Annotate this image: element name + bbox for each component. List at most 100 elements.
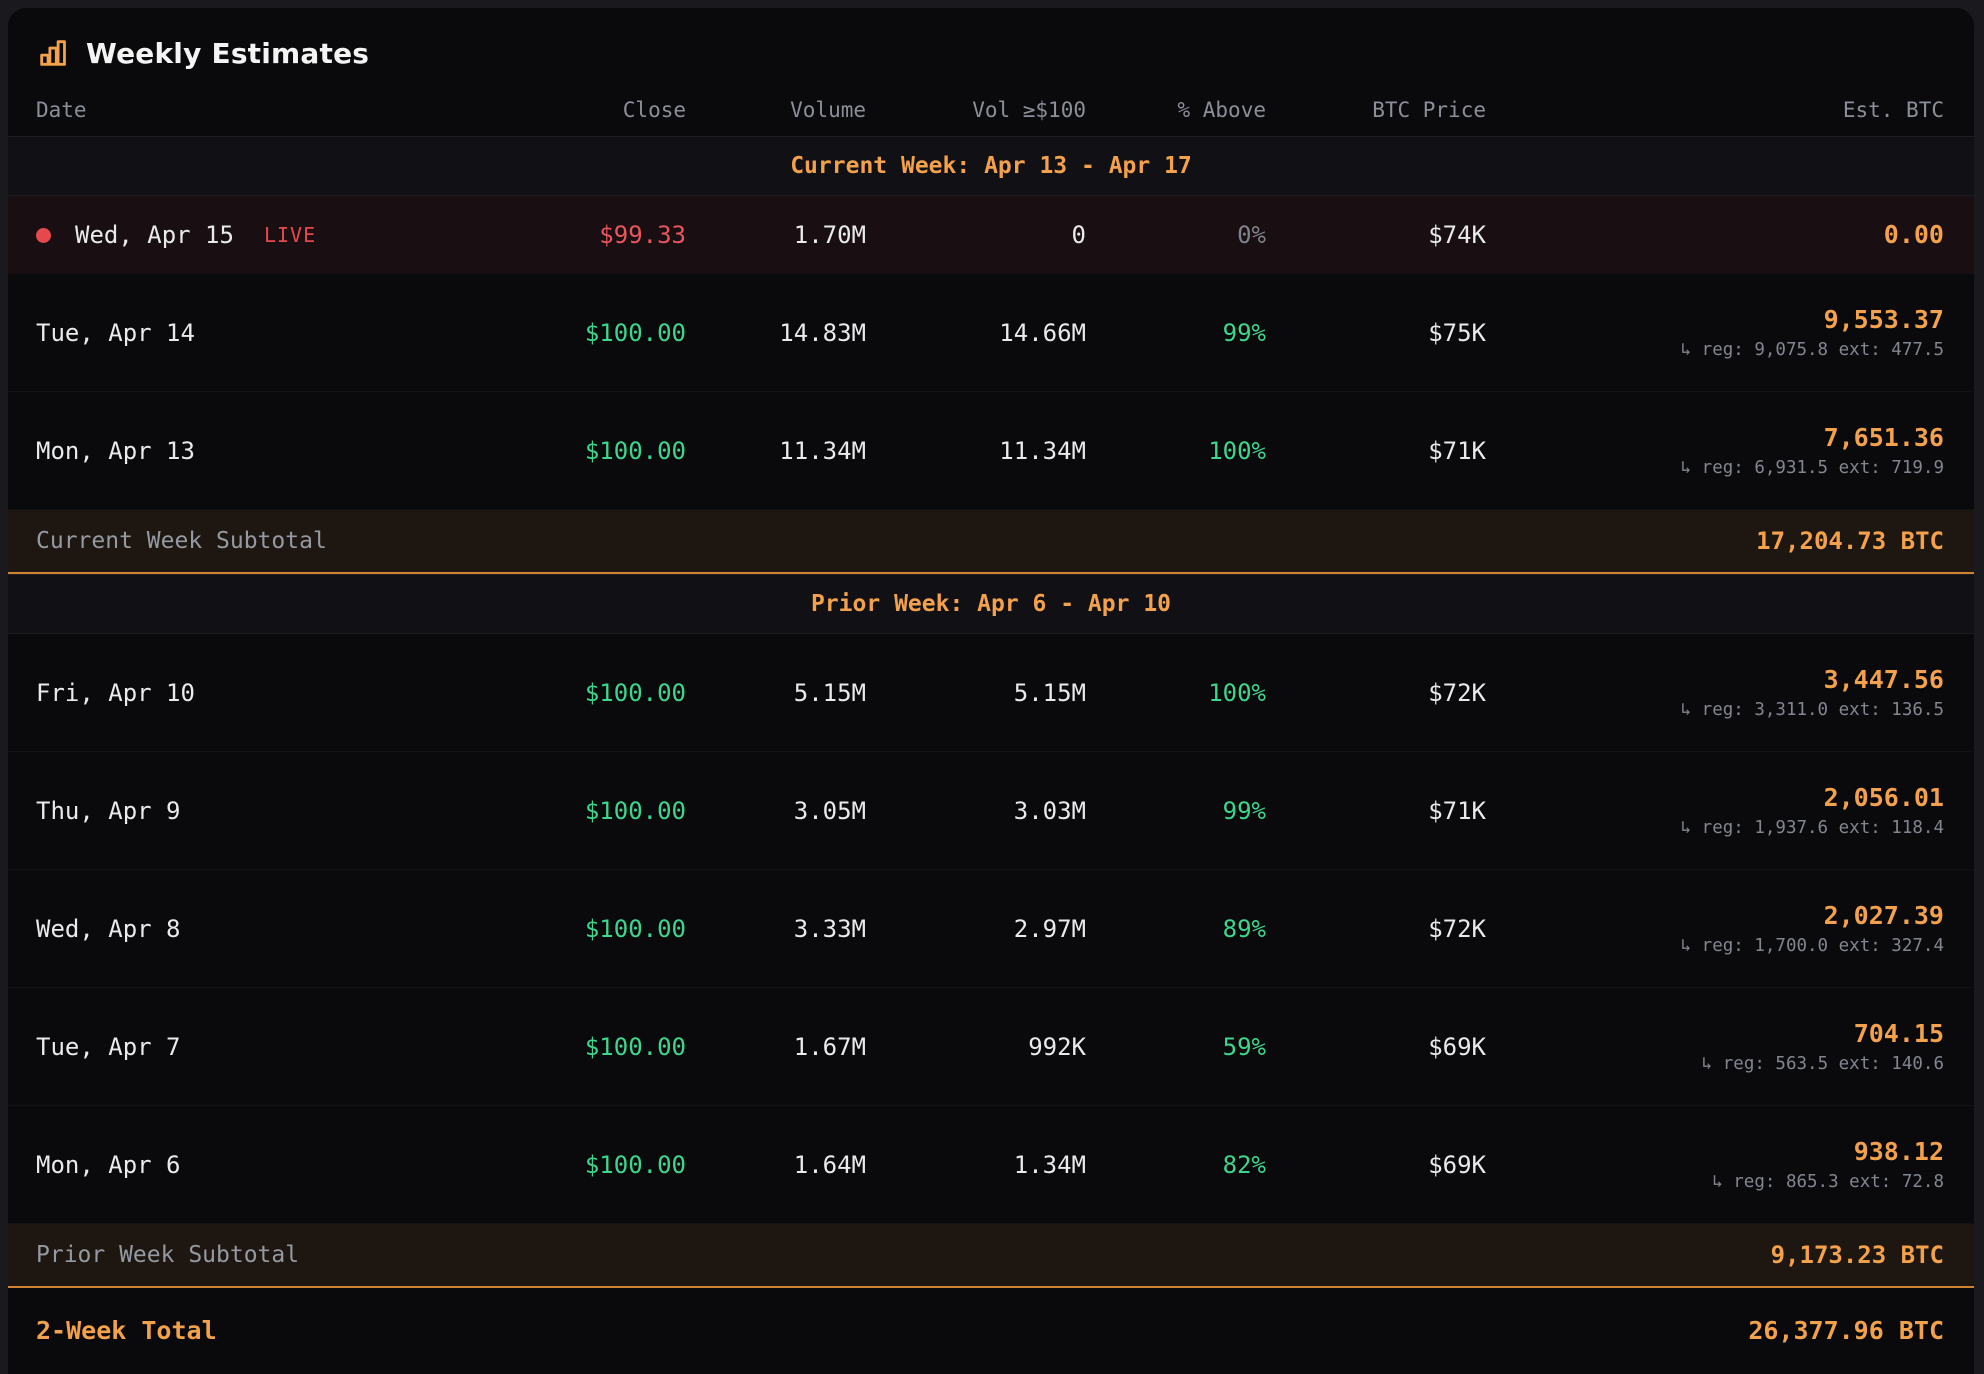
est-btc-cell: 2,027.39 ↳ reg: 1,700.0 ext: 327.4: [1486, 900, 1944, 956]
volume-value: 11.34M: [779, 436, 866, 465]
column-header-pct-above: % Above: [1177, 98, 1266, 122]
row-date: Wed, Apr 8: [36, 914, 181, 943]
row-date: Mon, Apr 13: [36, 436, 195, 465]
section-header-label: Prior Week: Apr 6 - Apr 10: [810, 591, 1172, 617]
row-date: Wed, Apr 15: [75, 221, 234, 249]
table-row: Tue, Apr 7 $100.00 1.67M 992K 59% $69K 7…: [8, 988, 1974, 1106]
est-btc-value: 704.15: [1853, 1018, 1944, 1048]
section-header-current-week: Current Week: Apr 13 - Apr 17: [8, 136, 1974, 196]
est-btc-cell: 2,056.01 ↳ reg: 1,937.6 ext: 118.4: [1486, 782, 1944, 838]
pct-value: 82%: [1222, 1150, 1266, 1179]
vol100-value: 3.03M: [1013, 796, 1086, 825]
section-header-prior-week: Prior Week: Apr 6 - Apr 10: [8, 574, 1974, 634]
est-btc-breakdown: ↳ reg: 9,075.8 ext: 477.5: [1680, 339, 1944, 360]
column-header-vol-100: Vol ≥$100: [972, 98, 1086, 122]
pct-value: 99%: [1222, 318, 1266, 347]
close-value: $100.00: [584, 318, 686, 347]
volume-value: 3.33M: [793, 914, 866, 943]
column-header-est-btc: Est. BTC: [1842, 98, 1944, 122]
pct-value: 100%: [1208, 436, 1266, 465]
est-btc-cell: 704.15 ↳ reg: 563.5 ext: 140.6: [1486, 1018, 1944, 1074]
est-btc-breakdown: ↳ reg: 6,931.5 ext: 719.9: [1680, 457, 1944, 478]
live-dot-icon: [36, 227, 51, 243]
weekly-estimates-panel: Weekly Estimates Date Close Volume Vol ≥…: [8, 8, 1974, 1374]
table-row: Tue, Apr 14 $100.00 14.83M 14.66M 99% $7…: [8, 274, 1974, 392]
volume-value: 3.05M: [793, 796, 866, 825]
row-date: Tue, Apr 14: [36, 318, 195, 347]
bar-chart-icon: [40, 40, 66, 66]
btc-price-value: $74K: [1428, 221, 1486, 249]
close-value: $100.00: [584, 1032, 686, 1061]
est-btc-cell: 7,651.36 ↳ reg: 6,931.5 ext: 719.9: [1486, 422, 1944, 478]
close-value: $100.00: [584, 796, 686, 825]
est-btc-cell: 938.12 ↳ reg: 865.3 ext: 72.8: [1486, 1136, 1944, 1191]
pct-value: 59%: [1222, 1032, 1266, 1061]
est-btc-value: 7,651.36: [1823, 422, 1944, 452]
btc-price-value: $69K: [1428, 1150, 1486, 1179]
vol100-value: 0: [1071, 221, 1086, 249]
subtotal-value: 9,173.23 BTC: [1770, 1241, 1944, 1269]
table-row: Thu, Apr 9 $100.00 3.05M 3.03M 99% $71K …: [8, 752, 1974, 870]
close-value: $100.00: [584, 678, 686, 707]
column-header-btc-price: BTC Price: [1372, 98, 1486, 122]
pct-value: 99%: [1222, 796, 1266, 825]
est-btc-breakdown: ↳ reg: 3,311.0 ext: 136.5: [1680, 699, 1944, 720]
prior-week-subtotal-row: Prior Week Subtotal 9,173.23 BTC: [8, 1224, 1974, 1288]
volume-value: 1.70M: [793, 221, 866, 249]
vol100-value: 11.34M: [999, 436, 1086, 465]
close-value: $99.33: [599, 221, 686, 249]
live-badge: LIVE: [263, 223, 317, 247]
vol100-value: 14.66M: [999, 318, 1086, 347]
vol100-value: 992K: [1028, 1032, 1086, 1061]
vol100-value: 2.97M: [1013, 914, 1086, 943]
pct-value: 0%: [1237, 221, 1266, 249]
est-btc-breakdown: ↳ reg: 563.5 ext: 140.6: [1701, 1053, 1944, 1074]
est-btc-value: 2,056.01: [1823, 782, 1944, 812]
est-btc-breakdown: ↳ reg: 1,700.0 ext: 327.4: [1680, 935, 1944, 956]
close-value: $100.00: [584, 436, 686, 465]
date-cell: Wed, Apr 15 LIVE: [36, 221, 401, 249]
est-btc-value: 3,447.56: [1823, 664, 1944, 694]
page-title: Weekly Estimates: [86, 36, 370, 70]
total-value: 26,377.96 BTC: [1748, 1315, 1944, 1345]
volume-value: 1.67M: [793, 1032, 866, 1061]
table-row: Mon, Apr 13 $100.00 11.34M 11.34M 100% $…: [8, 392, 1974, 510]
row-date: Mon, Apr 6: [36, 1150, 181, 1179]
column-header-volume: Volume: [790, 98, 866, 122]
btc-price-value: $75K: [1428, 318, 1486, 347]
pct-value: 100%: [1208, 678, 1266, 707]
btc-price-value: $69K: [1428, 1032, 1486, 1061]
panel-header: Weekly Estimates: [8, 8, 1974, 84]
est-btc-breakdown: ↳ reg: 1,937.6 ext: 118.4: [1680, 817, 1944, 838]
btc-price-value: $71K: [1428, 436, 1486, 465]
btc-price-value: $72K: [1428, 678, 1486, 707]
est-btc-cell: 9,553.37 ↳ reg: 9,075.8 ext: 477.5: [1486, 305, 1944, 360]
pct-value: 89%: [1222, 914, 1266, 943]
est-btc-value: 2,027.39: [1823, 900, 1944, 930]
row-date: Tue, Apr 7: [36, 1032, 181, 1061]
table-row: Mon, Apr 6 $100.00 1.64M 1.34M 82% $69K …: [8, 1106, 1974, 1224]
volume-value: 1.64M: [793, 1150, 866, 1179]
section-header-label: Current Week: Apr 13 - Apr 17: [790, 153, 1192, 179]
vol100-value: 5.15M: [1013, 678, 1086, 707]
subtotal-label: Current Week Subtotal: [36, 528, 327, 554]
close-value: $100.00: [584, 1150, 686, 1179]
table-row: Wed, Apr 15 LIVE $99.33 1.70M 0 0% $74K …: [8, 196, 1974, 274]
btc-price-value: $72K: [1428, 914, 1486, 943]
current-week-subtotal-row: Current Week Subtotal 17,204.73 BTC: [8, 510, 1974, 574]
subtotal-label: Prior Week Subtotal: [36, 1242, 300, 1268]
table-row: Fri, Apr 10 $100.00 5.15M 5.15M 100% $72…: [8, 634, 1974, 752]
est-btc-value: 938.12: [1853, 1136, 1944, 1166]
btc-price-value: $71K: [1428, 796, 1486, 825]
total-label: 2-Week Total: [36, 1315, 217, 1345]
table-row: Wed, Apr 8 $100.00 3.33M 2.97M 89% $72K …: [8, 870, 1974, 988]
two-week-total-row: 2-Week Total 26,377.96 BTC: [8, 1288, 1974, 1372]
column-header-close: Close: [622, 98, 686, 122]
volume-value: 14.83M: [779, 318, 866, 347]
column-header-date: Date: [36, 98, 87, 122]
table-header-row: Date Close Volume Vol ≥$100 % Above BTC …: [8, 84, 1974, 136]
row-date: Fri, Apr 10: [36, 678, 195, 707]
est-btc-value: 0.00: [1883, 219, 1944, 249]
vol100-value: 1.34M: [1013, 1150, 1086, 1179]
subtotal-value: 17,204.73 BTC: [1756, 527, 1944, 555]
